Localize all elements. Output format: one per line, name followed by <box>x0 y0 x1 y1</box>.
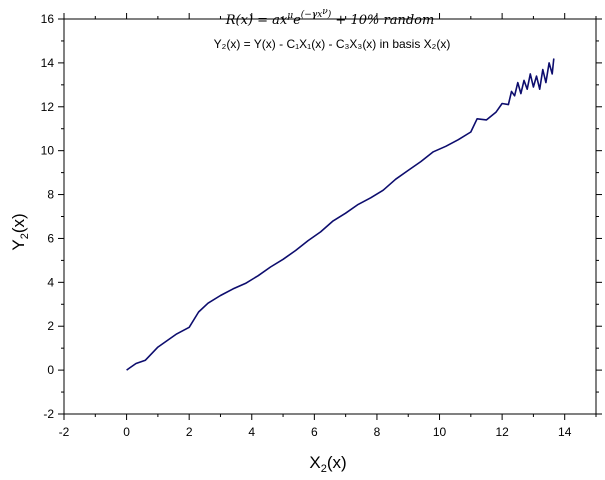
chart-formula-title: R(x) = axμe(−γxν) + 10% random <box>225 7 435 28</box>
x-tick-label: 0 <box>123 425 130 439</box>
y-tick-label: 2 <box>47 319 54 333</box>
x-axis-title: X2(x) <box>309 453 346 475</box>
y-axis-tick-labels: -2 0 2 4 6 8 10 12 14 16 <box>41 12 55 421</box>
x-tick-label: 10 <box>433 425 447 439</box>
x-tick-label: 12 <box>495 425 509 439</box>
plot-frame <box>63 18 597 415</box>
y-tick-label: 10 <box>41 144 55 158</box>
x-axis-ticks <box>63 13 597 420</box>
y-tick-label: 6 <box>47 231 54 245</box>
y-tick-label: -2 <box>43 407 54 421</box>
y-axis-title: Y2(x) <box>9 213 31 250</box>
series-line <box>126 58 555 371</box>
y-axis-ticks <box>58 18 602 415</box>
y-tick-label: 8 <box>47 188 54 202</box>
x-tick-label: -2 <box>59 425 70 439</box>
x-tick-label: 8 <box>374 425 381 439</box>
y-tick-label: 14 <box>41 56 55 70</box>
y-tick-label: 4 <box>47 275 54 289</box>
chart-subtitle: Y₂(x) = Y(x) - C₁X₁(x) - C₃X₃(x) in basi… <box>214 37 451 51</box>
x-axis-tick-labels: -2 0 2 4 6 8 10 12 14 <box>59 425 572 439</box>
y-tick-label: 16 <box>41 12 55 26</box>
x-tick-label: 2 <box>186 425 193 439</box>
x-tick-label: 14 <box>558 425 572 439</box>
x-tick-label: 4 <box>248 425 255 439</box>
y-tick-label: 0 <box>47 363 54 377</box>
y-tick-label: 12 <box>41 100 55 114</box>
x-tick-label: 6 <box>311 425 318 439</box>
